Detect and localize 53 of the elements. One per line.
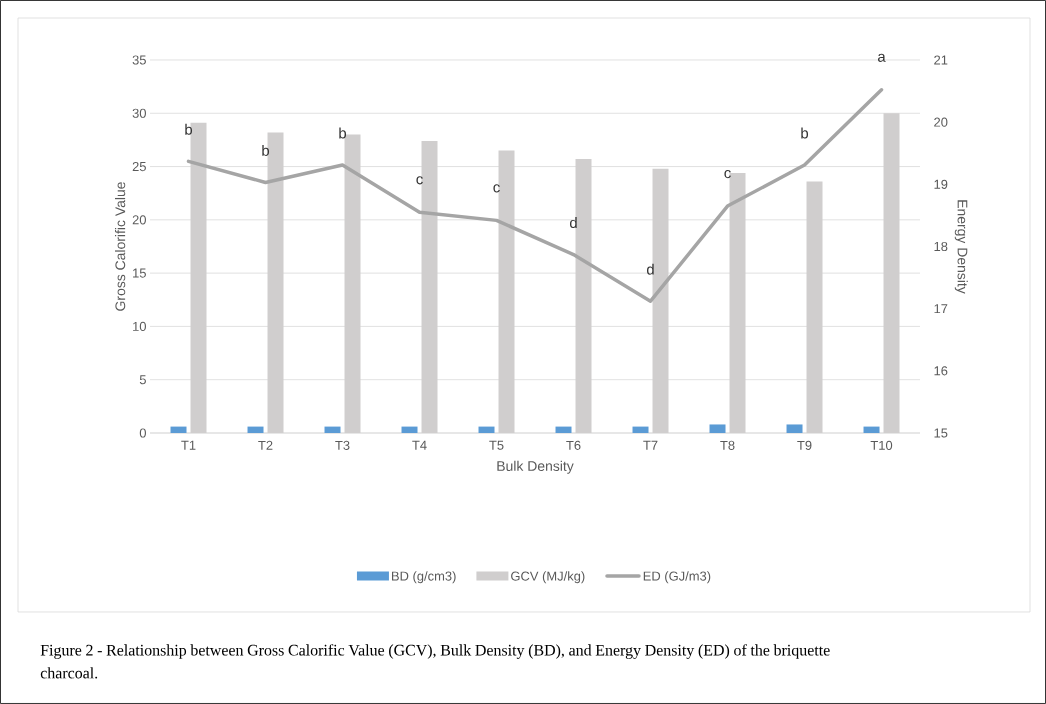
- x-tick-label: T5: [489, 440, 504, 450]
- annotation: c: [493, 184, 500, 193]
- y2-tick-label: 15: [934, 428, 948, 438]
- y2-tick-label: 20: [934, 117, 948, 127]
- y-tick-label: 0: [139, 428, 146, 438]
- y2-tick-label: 18: [934, 241, 948, 252]
- x-tick-label: T3: [335, 440, 350, 450]
- annotation: d: [569, 217, 577, 229]
- annotation: b: [185, 123, 193, 135]
- bar: [401, 426, 418, 433]
- x-tick-label: T7: [643, 440, 658, 450]
- x-tick-label: T4: [412, 440, 427, 450]
- annotation: c: [724, 169, 731, 179]
- bar: [324, 426, 341, 433]
- annotation: c: [416, 176, 423, 185]
- bar: [555, 426, 572, 433]
- annotation: b: [339, 127, 347, 139]
- x-tick-label: T2: [258, 440, 273, 450]
- y-tick-label: 25: [132, 161, 146, 172]
- y-tick-label: 30: [132, 108, 146, 118]
- bar: [709, 424, 726, 433]
- legend-label: ED (GJ/m3): [643, 571, 711, 584]
- y-tick-label: 35: [132, 55, 146, 65]
- y2-tick-label: 19: [934, 179, 948, 189]
- caption: Figure 2 - Relationship between Gross Calorific Value (GCV), Bulk Density (BD), and Energy Density (ED) of the briquette charcoal.: [40, 644, 830, 679]
- bar: [863, 426, 880, 433]
- bar: [170, 426, 187, 433]
- y-axis-title: Gross Calorific Value: [115, 182, 126, 311]
- y-tick-label: 15: [133, 268, 146, 278]
- y-tick-label: 10: [133, 321, 146, 331]
- bar: [786, 424, 803, 433]
- y-tick-label: 5: [139, 375, 146, 385]
- legend-label: BD (g/cm3): [392, 571, 456, 584]
- y2-tick-label: 17: [934, 304, 948, 314]
- annotation: b: [801, 127, 809, 139]
- annotation: d: [646, 263, 654, 275]
- x-tick-label: T6: [566, 440, 581, 450]
- y2-axis-title: Energy Density: [954, 200, 968, 294]
- annotation: b: [262, 144, 270, 156]
- bar: [247, 426, 264, 433]
- x-axis-title: Bulk Density: [497, 460, 574, 474]
- x-tick-label: T9: [797, 440, 812, 450]
- bar: [478, 426, 495, 433]
- x-tick-label: T8: [720, 440, 735, 450]
- annotation: a: [878, 53, 886, 62]
- bar: [632, 426, 649, 433]
- line-series: [186, 88, 884, 303]
- y2-tick-label: 16: [934, 366, 948, 376]
- y-tick-label: 20: [132, 215, 146, 225]
- y2-tick-label: 21: [934, 55, 948, 65]
- x-tick-label: T10: [870, 440, 893, 450]
- x-tick-label: T1: [181, 440, 196, 450]
- legend-label: GCV (MJ/kg): [511, 571, 585, 584]
